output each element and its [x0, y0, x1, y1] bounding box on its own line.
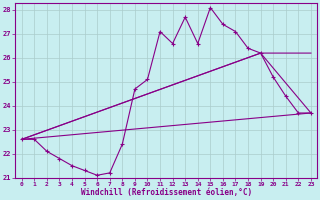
X-axis label: Windchill (Refroidissement éolien,°C): Windchill (Refroidissement éolien,°C)	[81, 188, 252, 197]
